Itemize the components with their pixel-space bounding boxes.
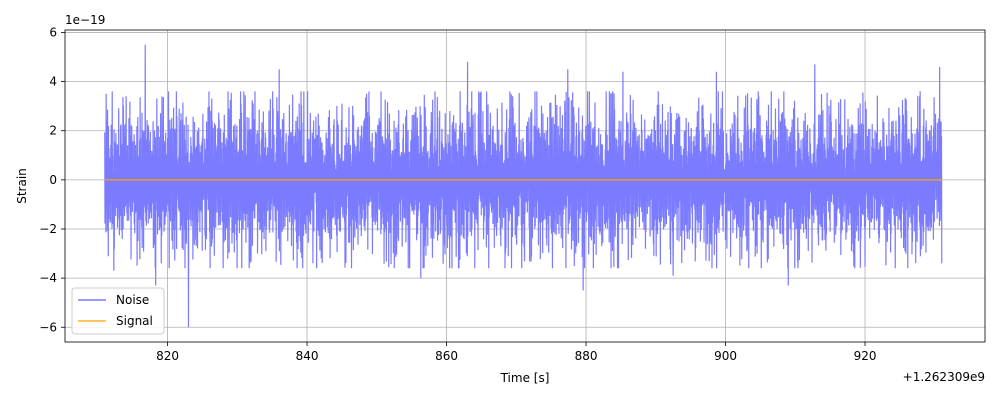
x-tick-label: 900 [714,349,737,363]
legend-noise-label: Noise [116,293,149,307]
x-axis-label: Time [s] [500,371,550,385]
y-axis-label: Strain [15,168,29,204]
x-tick-label: 880 [575,349,598,363]
x-tick-label: 840 [296,349,319,363]
x-tick-label: 820 [156,349,179,363]
series-layer [104,44,943,328]
y-tick-label: 2 [49,124,57,138]
y-tick-label: 0 [49,173,57,187]
x-tick-label: 860 [435,349,458,363]
x-axis: 820 840 860 880 900 920 [156,342,876,363]
y-tick-label: −4 [39,271,57,285]
legend-signal-label: Signal [116,314,153,328]
y-axis: −6 −4 −2 0 2 4 6 [39,25,65,334]
y-tick-label: −2 [39,222,57,236]
plot-area [104,44,943,328]
y-multiplier-label: 1e−19 [65,13,105,27]
y-tick-label: 4 [49,75,57,89]
plot-frame [64,29,986,343]
noise-series-line [104,44,943,328]
x-offset-label: +1.262309e9 [903,370,985,384]
x-tick-label: 920 [854,349,877,363]
legend: Noise Signal [71,287,165,335]
y-tick-label: 6 [49,25,57,39]
y-tick-label: −6 [39,320,57,334]
